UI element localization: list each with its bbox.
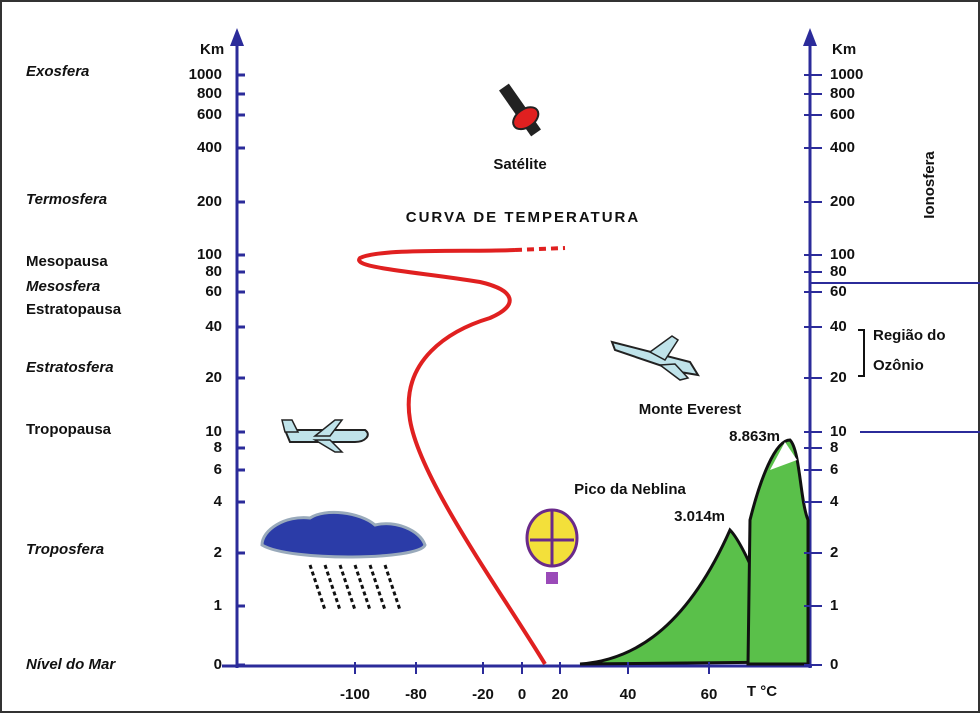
y-tick-label: 1000 (189, 66, 222, 83)
y-tick-label: 8 (214, 439, 222, 456)
annotation: Monte Everest (639, 401, 742, 418)
diagram: Km10008006004002001008060402010864210Km1… (0, 0, 980, 713)
y-tick-label: 1000 (830, 66, 863, 83)
layer-label: Tropopausa (26, 421, 112, 438)
layer-label: Mesopausa (26, 253, 108, 270)
y-tick-label: 200 (197, 193, 222, 210)
y-tick-label: 4 (830, 493, 839, 510)
annotation: 8.863m (729, 428, 780, 445)
y-tick-label: 6 (214, 461, 222, 478)
y-tick-label: 800 (830, 85, 855, 102)
y-tick-label: 2 (830, 544, 838, 561)
y-tick-label: 20 (205, 369, 222, 386)
annotation: Pico da Neblina (574, 481, 686, 498)
y-tick-label: 1 (214, 597, 222, 614)
y-tick-label: 800 (197, 85, 222, 102)
layer-label: Estratosfera (26, 359, 114, 376)
x-tick-label: 60 (701, 686, 718, 703)
annotation: 3.014m (674, 508, 725, 525)
y-tick-label: 2 (214, 544, 222, 561)
x-tick-label: 20 (552, 686, 569, 703)
y-tick-label: 100 (830, 246, 855, 263)
y-tick-label: 20 (830, 369, 847, 386)
ozone-label: Região do (873, 327, 946, 344)
x-tick-label: -100 (340, 686, 370, 703)
x-axis-unit: T °C (747, 683, 777, 700)
y-tick-label: 4 (214, 493, 223, 510)
layer-label: Exosfera (26, 63, 89, 80)
y-tick-label: 80 (205, 263, 222, 280)
layer-label: Mesosfera (26, 278, 100, 295)
y-tick-label: 6 (830, 461, 838, 478)
y-tick-label: 0 (830, 656, 838, 673)
ozone-label: Ozônio (873, 357, 924, 374)
layer-label: Nível do Mar (26, 656, 116, 673)
y-tick-label: 60 (830, 283, 847, 300)
axis-unit: Km (832, 41, 856, 58)
y-tick-label: 600 (197, 106, 222, 123)
x-tick-label: 40 (620, 686, 637, 703)
y-tick-label: 10 (205, 423, 222, 440)
layer-label: Termosfera (26, 191, 107, 208)
x-tick-label: 0 (518, 686, 526, 703)
y-tick-label: 400 (197, 139, 222, 156)
x-tick-label: -80 (405, 686, 427, 703)
y-tick-label: 80 (830, 263, 847, 280)
annotation: CURVA DE TEMPERATURA (406, 209, 640, 226)
y-tick-label: 40 (205, 318, 222, 335)
y-tick-label: 100 (197, 246, 222, 263)
ionosphere-label: Ionosfera (921, 151, 938, 219)
layer-label: Troposfera (26, 541, 104, 558)
layer-label: Estratopausa (26, 301, 122, 318)
y-tick-label: 8 (830, 439, 838, 456)
y-tick-label: 200 (830, 193, 855, 210)
y-tick-label: 400 (830, 139, 855, 156)
y-tick-label: 10 (830, 423, 847, 440)
y-tick-label: 0 (214, 656, 222, 673)
y-tick-label: 600 (830, 106, 855, 123)
x-tick-label: -20 (472, 686, 494, 703)
y-tick-label: 1 (830, 597, 838, 614)
y-tick-label: 60 (205, 283, 222, 300)
annotation: Satélite (493, 156, 546, 173)
y-tick-label: 40 (830, 318, 847, 335)
axis-unit: Km (200, 41, 224, 58)
